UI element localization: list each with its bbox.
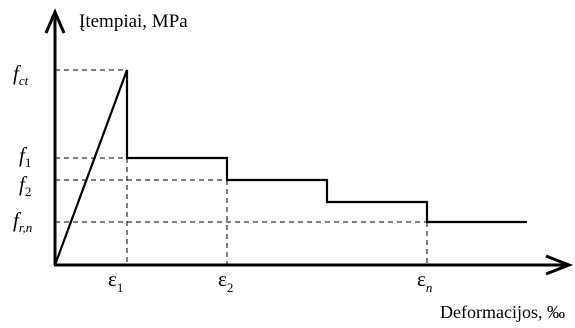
stress-strain-curve bbox=[53, 69, 527, 266]
y-axis-title: Įtempiai, MPa bbox=[79, 11, 188, 32]
label-fct: fct bbox=[13, 61, 29, 88]
label-f2: f2 bbox=[19, 172, 31, 199]
axes bbox=[53, 16, 566, 267]
label-frn: fr,n bbox=[13, 208, 32, 235]
label-en: εn bbox=[417, 267, 432, 295]
label-e1: ε1 bbox=[108, 267, 123, 295]
y-axis-arrowhead bbox=[44, 8, 66, 34]
x-axis-arrowhead bbox=[545, 254, 574, 276]
x-axis-title: Deformacijos, ‰ bbox=[440, 302, 565, 322]
label-e2: ε2 bbox=[218, 267, 233, 295]
guide-lines bbox=[55, 69, 428, 264]
label-f1: f1 bbox=[19, 143, 31, 170]
